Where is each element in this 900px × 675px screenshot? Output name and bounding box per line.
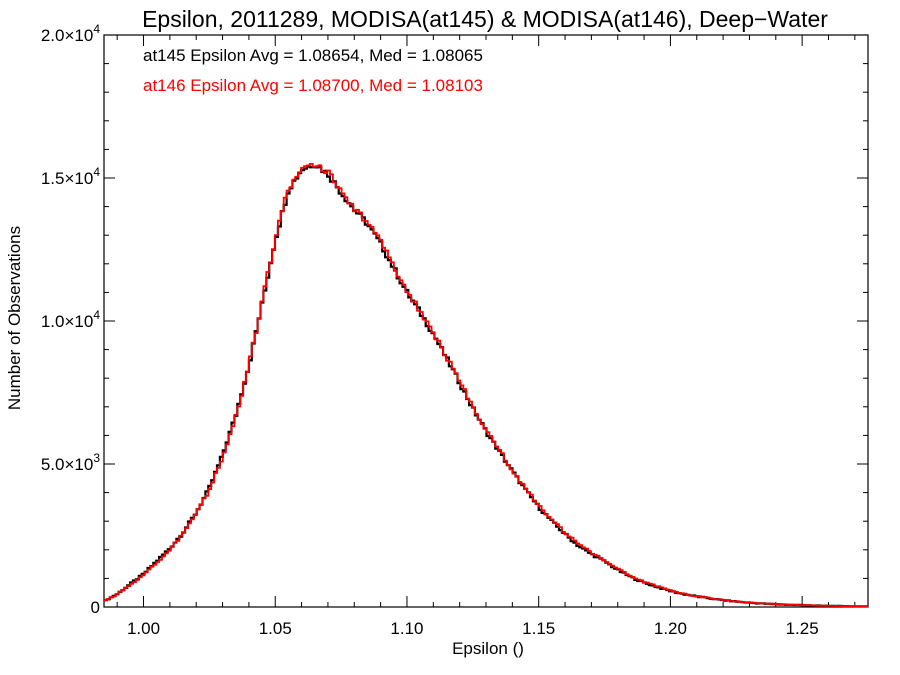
y-tick-exponent: 3 bbox=[93, 451, 100, 465]
y-tick-exponent: 4 bbox=[93, 165, 100, 179]
annotation-at146: at146 Epsilon Avg = 1.08700, Med = 1.081… bbox=[143, 76, 483, 95]
y-tick-mantissa: 2.0×10 bbox=[41, 26, 93, 45]
y-tick-label: 5.0×103 bbox=[41, 451, 100, 474]
annotation-at145: at145 Epsilon Avg = 1.08654, Med = 1.080… bbox=[143, 46, 483, 65]
y-tick-label: 1.5×104 bbox=[41, 165, 100, 188]
series-line-at145 bbox=[104, 165, 868, 608]
y-axis-label: Number of Observations bbox=[5, 226, 24, 410]
plot-frame bbox=[103, 34, 869, 608]
x-axis: 1.00 1.05 1.10 1.15 1.20 1.25 bbox=[116, 35, 856, 638]
x-tick-label: 1.00 bbox=[127, 619, 160, 638]
series-line-at146 bbox=[104, 163, 868, 608]
y-tick-exponent: 4 bbox=[93, 308, 100, 322]
y-tick-exponent: 4 bbox=[93, 22, 100, 36]
y-tick-mantissa: 1.5×10 bbox=[41, 169, 93, 188]
series-layer bbox=[104, 163, 868, 608]
y-tick-label: 0 bbox=[91, 598, 100, 617]
y-tick-mantissa: 0 bbox=[91, 598, 100, 617]
x-tick-label: 1.10 bbox=[390, 619, 423, 638]
x-tick-label: 1.20 bbox=[654, 619, 687, 638]
chart-title: Epsilon, 2011289, MODISA(at145) & MODISA… bbox=[142, 6, 828, 32]
y-tick-mantissa: 1.0×10 bbox=[41, 312, 93, 331]
x-tick-label: 1.15 bbox=[522, 619, 555, 638]
x-tick-label: 1.05 bbox=[259, 619, 292, 638]
y-tick-label: 2.0×104 bbox=[41, 22, 100, 45]
x-tick-label: 1.25 bbox=[786, 619, 819, 638]
y-tick-mantissa: 5.0×10 bbox=[41, 455, 93, 474]
y-tick-label: 1.0×104 bbox=[41, 308, 100, 331]
x-axis-label: Epsilon () bbox=[452, 639, 524, 658]
